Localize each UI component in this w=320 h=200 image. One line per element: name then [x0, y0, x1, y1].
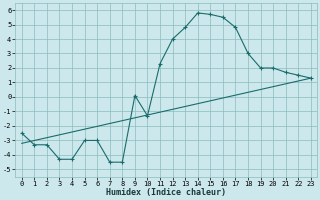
X-axis label: Humidex (Indice chaleur): Humidex (Indice chaleur) [106, 188, 226, 197]
